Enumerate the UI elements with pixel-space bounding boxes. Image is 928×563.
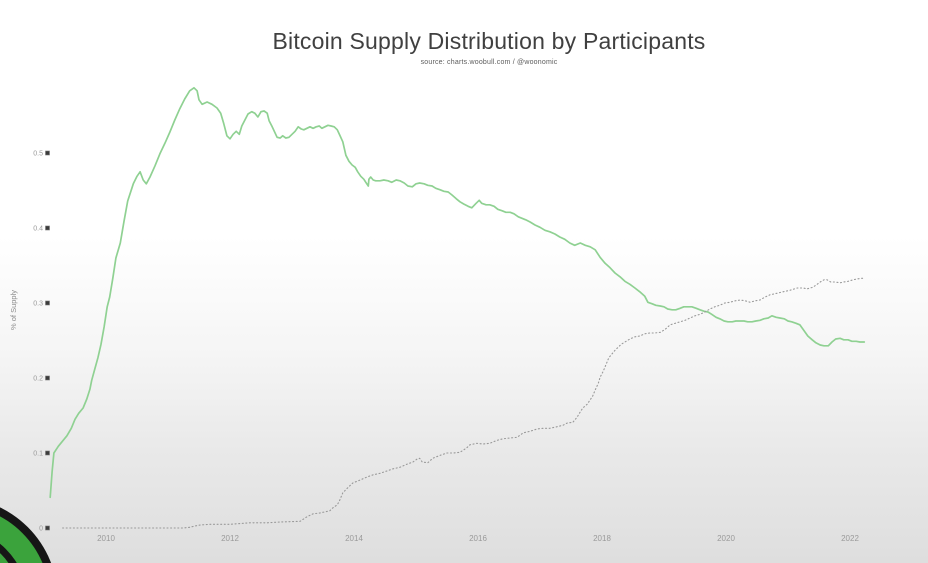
chart-source-subtitle: source: charts.woobull.com / @woonomic — [420, 59, 558, 66]
y-tick-label: 0.1 — [33, 451, 43, 458]
channel-logo — [0, 507, 52, 563]
x-axis-ticks: 2010 2012 2014 2016 2018 2020 2022 — [97, 534, 859, 543]
y-tick-marker — [45, 525, 50, 531]
y-tick-label: 0.4 — [33, 226, 43, 233]
y-tick-marker — [45, 375, 50, 381]
channel-logo-ring — [0, 516, 43, 563]
x-tick-label: 2018 — [593, 534, 611, 543]
y-tick-marker — [45, 450, 50, 456]
y-tick-label: 0.2 — [33, 376, 43, 383]
y-tick-marker — [45, 225, 50, 231]
chart-title: Bitcoin Supply Distribution by Participa… — [272, 28, 706, 54]
y-axis-title: % of Supply — [9, 290, 18, 330]
y-axis-ticks: 0.5 0.4 0.3 0.2 0.1 0 — [33, 150, 50, 533]
x-tick-label: 2014 — [345, 534, 363, 543]
x-tick-label: 2016 — [469, 534, 487, 543]
data-series — [49, 86, 866, 529]
y-tick-label: 0 — [39, 526, 43, 533]
x-tick-label: 2022 — [841, 534, 859, 543]
y-tick-marker — [45, 150, 50, 156]
y-tick-label: 0.3 — [33, 301, 43, 308]
chart-header: Bitcoin Supply Distribution by Participa… — [50, 0, 928, 66]
y-tick-label: 0.5 — [33, 151, 43, 158]
y-tick-marker — [45, 300, 50, 306]
series-line-green — [49, 86, 866, 499]
x-tick-label: 2012 — [221, 534, 239, 543]
x-tick-label: 2020 — [717, 534, 735, 543]
channel-logo-ring — [0, 553, 9, 563]
x-tick-label: 2010 — [97, 534, 115, 543]
series-line-dotted — [62, 277, 865, 529]
